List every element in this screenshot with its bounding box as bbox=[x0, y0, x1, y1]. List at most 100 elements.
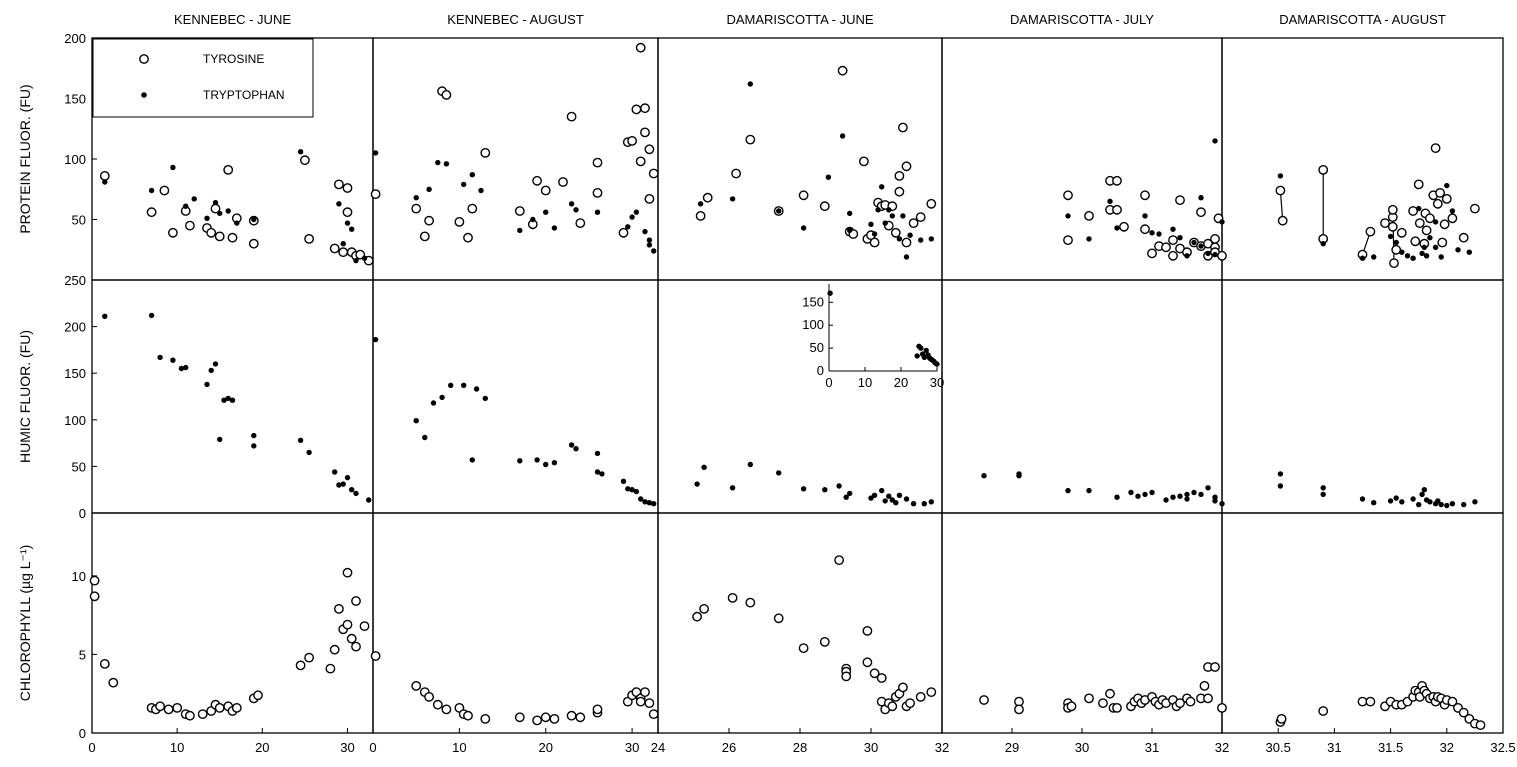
x-tick-label-3-3: 32 bbox=[1215, 740, 1229, 755]
point-2-2-0-1 bbox=[699, 604, 709, 614]
point-0-1-0-4 bbox=[178, 365, 185, 372]
point-4-1-0-16 bbox=[1435, 498, 1441, 504]
point-1-0-1-20 bbox=[646, 242, 653, 248]
x-tick-label-2-3: 30 bbox=[864, 740, 878, 755]
point-3-0-0-23 bbox=[1210, 233, 1220, 244]
point-2-2-0-11 bbox=[862, 626, 873, 636]
point-0-2-0-2 bbox=[99, 659, 110, 669]
point-2-2-0-7 bbox=[834, 555, 844, 565]
x-tick-label-1-2: 20 bbox=[538, 740, 552, 755]
inset-x-tick-label-3: 30 bbox=[930, 375, 944, 390]
point-3-0-1-3 bbox=[1114, 225, 1120, 231]
y-axis-labels: PROTEIN FLUOR. (FU) HUMIC FLUOR. (FU) CHLO… bbox=[17, 84, 33, 701]
point-2-2-0-10 bbox=[841, 671, 852, 682]
panel-frame-2-1 bbox=[657, 279, 943, 514]
point-0-2-0-10 bbox=[184, 710, 195, 721]
panel-frame-0-2 bbox=[91, 512, 374, 734]
point-0-1-0-16 bbox=[306, 449, 312, 456]
point-3-0-0-10 bbox=[1147, 248, 1157, 259]
point-3-1-0-4 bbox=[1086, 487, 1092, 494]
point-2-1-0-2 bbox=[729, 485, 736, 491]
point-4-2-0-4 bbox=[1365, 696, 1376, 707]
inset-y-tick-label-3: 150 bbox=[802, 294, 824, 309]
point-0-2-0-29 bbox=[351, 596, 361, 606]
y-tick-label-0-2: 150 bbox=[64, 92, 86, 107]
point-0-2-0-26 bbox=[342, 619, 353, 630]
point-1-2-0-22 bbox=[635, 696, 646, 707]
point-4-0-1-6 bbox=[1399, 249, 1405, 255]
point-3-0-1-14 bbox=[1212, 138, 1218, 144]
point-1-0-0-5 bbox=[441, 90, 452, 100]
legend-tyrosine-label: TYROSINE bbox=[203, 52, 264, 66]
point-3-0-0-12 bbox=[1161, 242, 1171, 253]
point-4-0-1-12 bbox=[1423, 253, 1430, 259]
point-4-0-0-16 bbox=[1414, 218, 1425, 229]
point-2-2-0-2 bbox=[727, 593, 738, 603]
point-1-1-0-8 bbox=[473, 386, 480, 392]
y-tick-label-1-2: 100 bbox=[64, 413, 86, 428]
point-0-0-1-9 bbox=[234, 220, 240, 226]
point-0-0-0-2 bbox=[159, 185, 170, 196]
point-0-0-1-1 bbox=[148, 187, 155, 194]
panel-frame-1-0 bbox=[372, 37, 659, 281]
point-2-1-0-0 bbox=[694, 481, 700, 487]
point-4-0-1-17 bbox=[1444, 182, 1450, 189]
point-0-0-1-10 bbox=[251, 216, 257, 223]
point-0-1-0-23 bbox=[366, 497, 372, 503]
point-1-1-0-26 bbox=[651, 501, 657, 507]
point-2-0-1-11 bbox=[875, 207, 881, 213]
point-0-2-0-28 bbox=[346, 633, 357, 644]
point-1-0-1-9 bbox=[530, 216, 536, 223]
y-axis-label-0: PROTEIN FLUOR. (FU) bbox=[17, 84, 33, 233]
point-4-1-0-9 bbox=[1410, 496, 1416, 502]
point-2-1-0-13 bbox=[882, 498, 888, 504]
point-3-0-1-5 bbox=[1149, 230, 1155, 236]
point-3-2-0-29 bbox=[1203, 693, 1213, 704]
point-1-1-0-16 bbox=[594, 450, 601, 457]
point-2-1-0-8 bbox=[843, 494, 849, 500]
point-3-0-1-6 bbox=[1156, 231, 1162, 237]
point-0-2-0-31 bbox=[359, 621, 370, 631]
point-4-1-0-0 bbox=[1277, 471, 1284, 477]
x-tick-label-0-3: 30 bbox=[340, 740, 354, 755]
point-0-0-1-16 bbox=[353, 257, 359, 264]
point-3-0-0-7 bbox=[1119, 221, 1129, 232]
inset-point-0 bbox=[827, 290, 833, 296]
point-1-2-0-8 bbox=[463, 710, 473, 721]
point-3-1-0-12 bbox=[1177, 493, 1183, 499]
point-4-1-0-14 bbox=[1427, 499, 1433, 505]
point-1-2-0-14 bbox=[566, 710, 577, 721]
point-0-0-0-16 bbox=[304, 233, 314, 244]
point-2-0-0-23 bbox=[901, 161, 912, 172]
point-2-0-1-4 bbox=[800, 225, 807, 231]
legend: TYROSINE TRYPTOPHAN bbox=[92, 38, 314, 118]
panel-title-0: KENNEBEC - JUNE bbox=[174, 12, 291, 27]
point-0-1-0-15 bbox=[297, 437, 304, 443]
point-1-0-0-22 bbox=[631, 104, 642, 115]
point-2-0-0-21 bbox=[894, 170, 905, 181]
point-0-0-1-3 bbox=[183, 203, 189, 209]
point-3-0-0-14 bbox=[1168, 235, 1178, 246]
y-tick-label-1-1: 50 bbox=[72, 459, 86, 474]
y-tick-label-1-4: 200 bbox=[64, 320, 86, 335]
x-tick-label-2-2: 28 bbox=[793, 740, 807, 755]
point-3-1-0-2 bbox=[1016, 471, 1022, 477]
panel-title-3: DAMARISCOTTA - JULY bbox=[1010, 12, 1154, 27]
point-4-0-0-22 bbox=[1430, 143, 1441, 154]
point-4-1-0-12 bbox=[1421, 487, 1428, 493]
point-2-2-0-0 bbox=[692, 611, 702, 622]
point-2-0-0-6 bbox=[819, 201, 830, 212]
point-3-0-1-11 bbox=[1198, 243, 1204, 249]
point-4-0-1-1 bbox=[1320, 241, 1326, 247]
point-3-0-0-1 bbox=[1063, 235, 1073, 246]
point-2-2-0-14 bbox=[876, 673, 887, 683]
point-0-1-0-21 bbox=[349, 487, 355, 493]
point-1-2-0-10 bbox=[514, 712, 525, 723]
point-2-0-0-27 bbox=[926, 198, 937, 209]
point-3-0-1-7 bbox=[1170, 226, 1176, 232]
panel-frame-2-0 bbox=[657, 37, 943, 281]
point-0-2-0-21 bbox=[304, 652, 314, 663]
x-tick-label-3-0: 29 bbox=[1005, 740, 1019, 755]
point-3-2-0-27 bbox=[1199, 681, 1210, 691]
panel-title-2: DAMARISCOTTA - JUNE bbox=[726, 12, 873, 27]
